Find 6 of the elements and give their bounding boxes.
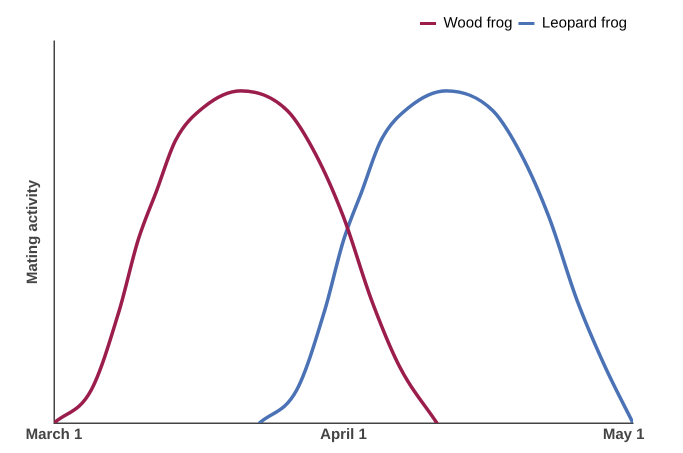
legend-label: Wood frog: [444, 14, 512, 32]
x-tick-label: May 1: [602, 426, 645, 444]
legend-label: Leopard frog: [542, 14, 628, 32]
y-axis-title: Mating activity: [24, 179, 42, 284]
x-tick-label: March 1: [26, 426, 82, 444]
x-tick-label: April 1: [320, 426, 367, 444]
